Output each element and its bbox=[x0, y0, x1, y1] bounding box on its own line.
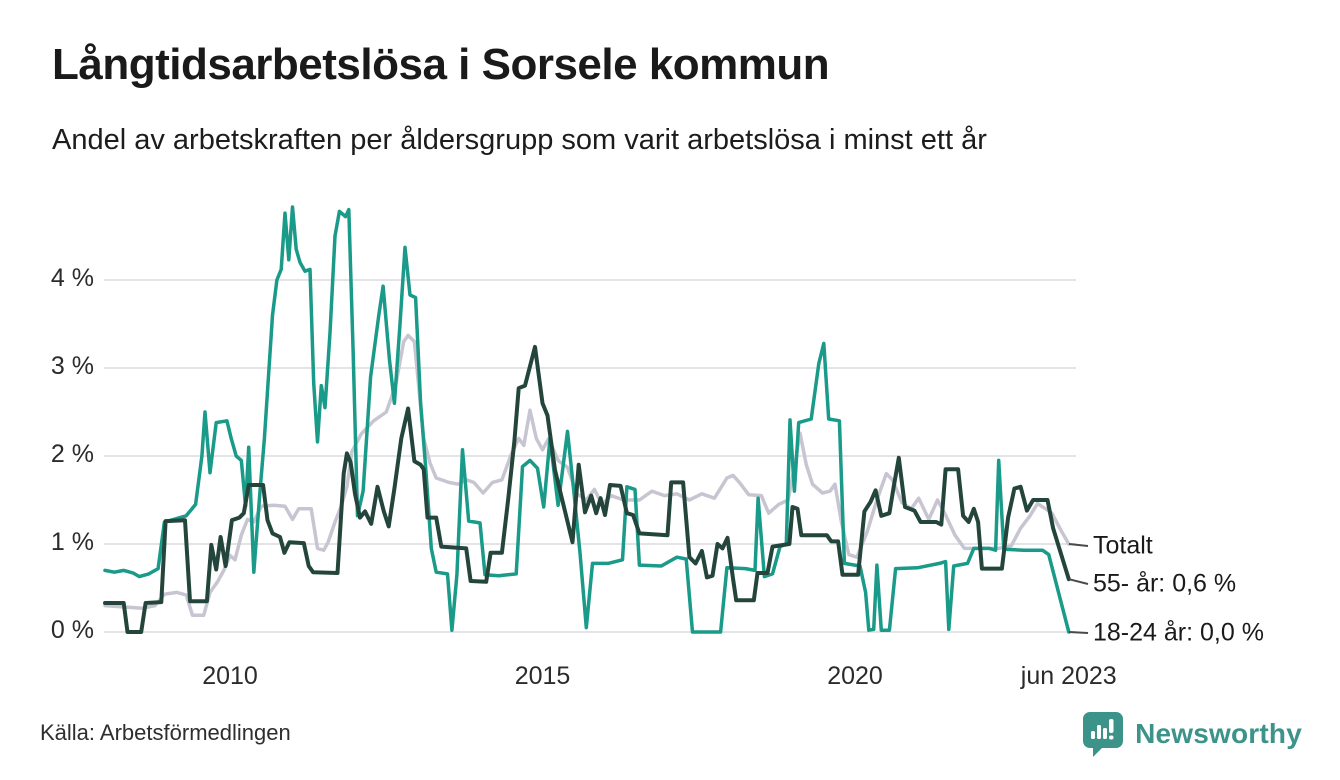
series-end-label: Totalt bbox=[1093, 531, 1153, 560]
annotation-tick bbox=[1068, 543, 1089, 547]
x-tick-label: jun 2023 bbox=[1020, 662, 1117, 690]
series-line-55-år bbox=[103, 344, 1071, 634]
source-note: Källa: Arbetsförmedlingen bbox=[40, 720, 291, 745]
x-tick-label: 2010 bbox=[202, 662, 258, 690]
speech-bubble-bar-chart-icon bbox=[1083, 712, 1124, 757]
chart-subtitle: Andel av arbetskraften per åldersgrupp s… bbox=[52, 124, 987, 156]
series-line-Totalt bbox=[103, 333, 1071, 618]
x-tick-label: 2020 bbox=[827, 662, 883, 690]
annotation-tick bbox=[1068, 631, 1089, 634]
y-tick-label: 3 % bbox=[50, 352, 94, 380]
y-tick-label: 1 % bbox=[50, 528, 94, 556]
series-end-label: 55- år: 0,6 % bbox=[1093, 569, 1237, 598]
newsworthy-logo: Newsworthy bbox=[1081, 710, 1302, 758]
y-tick-label: 0 % bbox=[50, 616, 94, 644]
page-title: Långtidsarbetslösa i Sorsele kommun bbox=[52, 40, 830, 89]
y-tick-label: 4 % bbox=[50, 264, 94, 292]
brand-name: Newsworthy bbox=[1135, 718, 1302, 749]
series-end-label: 18-24 år: 0,0 % bbox=[1093, 618, 1264, 647]
x-tick-label: 2015 bbox=[514, 662, 571, 690]
annotation-tick bbox=[1068, 578, 1089, 585]
series-line-18-24år bbox=[103, 205, 1071, 634]
y-tick-label: 2 % bbox=[50, 440, 94, 468]
